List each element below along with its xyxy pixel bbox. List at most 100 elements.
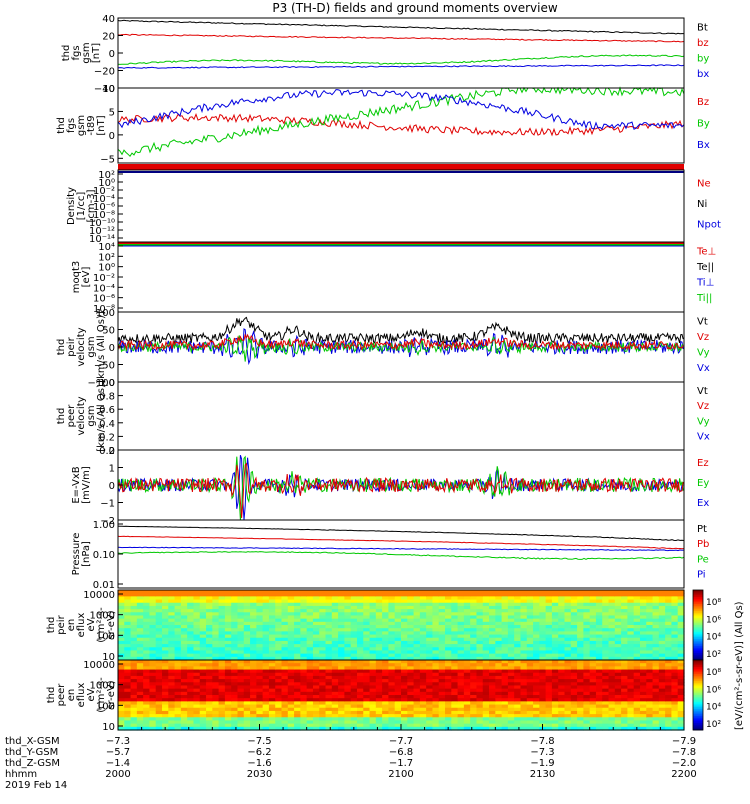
spectrogram-cell xyxy=(118,640,125,645)
spectrogram-cell xyxy=(300,602,308,607)
spectrogram-cell xyxy=(243,628,251,632)
spectrogram-cell xyxy=(482,666,490,671)
spectrogram-cell xyxy=(262,647,270,652)
spectrogram-cell xyxy=(677,714,685,718)
spectrogram-cell xyxy=(451,590,459,594)
spectrogram-cell xyxy=(224,640,232,645)
spectrogram-cell xyxy=(476,723,484,728)
spectrogram-cell xyxy=(224,666,232,671)
spectrogram-cell xyxy=(413,621,421,626)
spectrogram-cell xyxy=(382,695,390,699)
spectrogram-cell xyxy=(463,631,471,636)
spectrogram-cell xyxy=(401,660,408,664)
spectrogram-cell xyxy=(463,717,471,722)
spectrogram-cell xyxy=(438,618,446,623)
spectrogram-cell xyxy=(551,653,559,658)
spectrogram-cell xyxy=(413,612,421,617)
spectrogram-cell xyxy=(445,714,452,718)
spectrogram-cell xyxy=(262,669,270,674)
spectrogram-cell xyxy=(671,723,679,728)
spectrogram-cell xyxy=(419,612,427,617)
spectrogram-cell xyxy=(143,688,151,693)
spectrogram-cell xyxy=(526,660,534,664)
spectrogram-cell xyxy=(401,590,408,594)
spectrogram-cell xyxy=(457,637,465,642)
spectrogram-cell xyxy=(136,656,144,661)
spectrogram-cell xyxy=(627,675,635,680)
spectrogram-cell xyxy=(520,660,528,664)
spectrogram-cell xyxy=(558,707,566,712)
spectrogram-cell xyxy=(256,602,264,607)
spectrogram-cell xyxy=(331,714,339,718)
spectrogram-cell xyxy=(627,663,635,667)
spectrogram-cell xyxy=(224,602,232,607)
spectrogram-cell xyxy=(457,723,465,728)
spectrogram-cell xyxy=(187,640,195,645)
spectrogram-cell xyxy=(646,695,654,699)
spectrogram-cell xyxy=(621,621,628,626)
spectrogram-cell xyxy=(275,609,283,613)
spectrogram-cell xyxy=(577,726,584,731)
spectrogram-cell xyxy=(539,669,547,674)
spectrogram-cell xyxy=(388,590,396,594)
spectrogram-cell xyxy=(275,602,283,607)
spectrogram-cell xyxy=(363,660,371,664)
spectrogram-cell xyxy=(419,596,427,601)
spectrogram-cell xyxy=(243,590,251,594)
spectrogram-cell xyxy=(432,612,440,617)
spectrogram-cell xyxy=(432,666,440,671)
spectrogram-cell xyxy=(476,660,484,664)
spectrogram-cell xyxy=(287,615,295,620)
spectrogram-cell xyxy=(677,691,685,696)
spectrogram-cell xyxy=(495,593,503,597)
spectrogram-cell xyxy=(250,691,257,696)
spectrogram-cell xyxy=(545,625,553,629)
spectrogram-cell xyxy=(168,695,176,699)
spectrogram-cell xyxy=(633,698,641,702)
spectrogram-cell xyxy=(382,621,390,626)
ytick-label: 10⁻⁴ xyxy=(93,194,115,205)
spectrogram-cell xyxy=(344,723,352,728)
spectrogram-cell xyxy=(533,640,540,645)
spectrogram-cell xyxy=(545,609,553,613)
spectrogram-cell xyxy=(250,688,257,693)
spectrogram-cell xyxy=(356,714,364,718)
spectrogram-cell xyxy=(658,656,666,661)
spectrogram-cell xyxy=(124,602,132,607)
spectrogram-cell xyxy=(350,640,358,645)
spectrogram-cell xyxy=(224,672,232,677)
spectrogram-cell xyxy=(218,621,226,626)
spectrogram-cell xyxy=(482,720,490,725)
spectrogram-cell xyxy=(614,685,622,690)
spectrogram-cell xyxy=(199,653,207,658)
spectrogram-cell xyxy=(639,647,647,652)
spectrogram-cell xyxy=(193,695,201,699)
spectrogram-cell xyxy=(445,679,452,683)
spectrogram-cell xyxy=(268,631,276,636)
xaxis-row-value: −7.3 xyxy=(106,736,130,747)
spectrogram-cell xyxy=(426,653,434,658)
spectrogram-cell xyxy=(602,704,610,709)
spectrogram-cell xyxy=(432,615,440,620)
spectrogram-cell xyxy=(243,599,251,604)
legend-pvel-Vx: Vx xyxy=(697,363,710,374)
spectrogram-cell xyxy=(489,612,496,617)
spectrogram-cell xyxy=(671,720,679,725)
spectrogram-cell xyxy=(356,660,364,664)
spectrogram-cell xyxy=(401,650,408,655)
spectrogram-cell xyxy=(665,647,673,652)
spectrogram-cell xyxy=(658,609,666,613)
spectrogram-cell xyxy=(514,609,522,613)
spectrogram-cell xyxy=(306,679,314,683)
spectrogram-cell xyxy=(363,723,371,728)
spectrogram-cell xyxy=(614,717,622,722)
spectrogram-cell xyxy=(426,644,434,648)
spectrogram-cell xyxy=(375,660,383,664)
ylabel-ele_spec: eV xyxy=(86,688,97,701)
spectrogram-cell xyxy=(199,618,207,623)
ytick-label: 0 xyxy=(109,49,115,60)
spectrogram-cell xyxy=(250,640,257,645)
spectrogram-cell xyxy=(639,628,647,632)
spectrogram-cell xyxy=(325,605,333,610)
spectrogram-cell xyxy=(570,660,578,664)
